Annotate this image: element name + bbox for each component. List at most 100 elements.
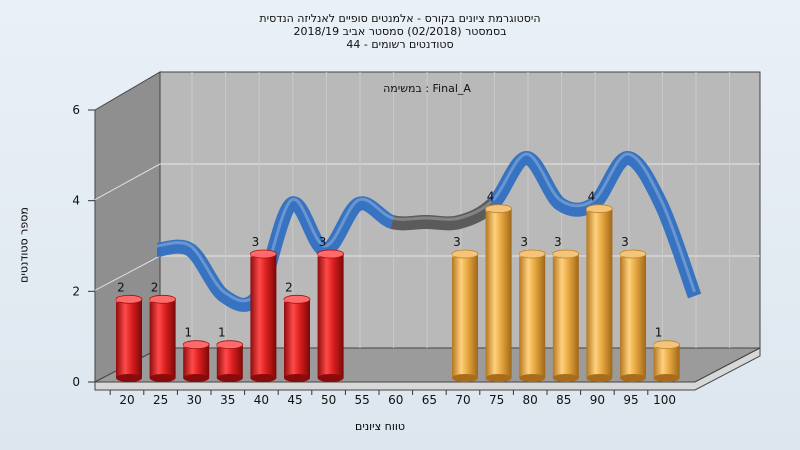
chart-title-line-1: היסטוגרמת ציונים בקורס - אלמנטים סופיים … <box>259 12 541 25</box>
y-tick-label: 2 <box>72 284 80 298</box>
chart-annotation: במשימה : Final_A <box>383 82 471 95</box>
data-label: 2 <box>151 280 159 294</box>
trend-ribbon <box>390 198 498 231</box>
y-tick-label: 4 <box>72 194 80 208</box>
bar-cap-shade <box>250 252 277 257</box>
x-tick-label: 45 <box>287 393 302 407</box>
bar-cap-shade <box>485 206 512 212</box>
data-label: 2 <box>285 280 293 294</box>
x-tick-label: 90 <box>590 393 605 407</box>
bar: 1 <box>653 326 680 382</box>
y-axis-label: מספר סטודנטים <box>17 207 31 283</box>
bar-body <box>284 299 310 378</box>
bar-body <box>620 254 646 378</box>
bar: 3 <box>317 235 345 382</box>
bar: 4 <box>586 190 613 382</box>
bar-cap-shade <box>183 342 210 348</box>
bar-body <box>586 208 613 378</box>
x-tick-label: 60 <box>388 393 403 407</box>
x-tick-label: 100 <box>653 393 676 407</box>
bar: 2 <box>283 280 311 382</box>
x-tick-label: 65 <box>422 393 437 407</box>
bar-body <box>250 254 277 378</box>
bar-cap-shade <box>620 252 646 257</box>
data-label: 4 <box>588 190 596 204</box>
bar-body <box>317 254 344 378</box>
data-label: 4 <box>487 190 495 204</box>
bar-base <box>116 374 142 382</box>
bar: 1 <box>182 326 210 382</box>
bar-body <box>116 299 142 378</box>
data-label: 1 <box>655 326 663 340</box>
data-label: 3 <box>319 235 327 249</box>
data-label: 3 <box>621 235 629 249</box>
data-label: 2 <box>117 280 125 294</box>
bar-base <box>183 374 210 382</box>
x-tick-label: 80 <box>523 393 538 407</box>
data-label: 3 <box>554 235 562 249</box>
x-axis-label: טווח ציונים <box>355 420 405 433</box>
bar-base <box>485 374 512 382</box>
bar-base <box>149 374 176 382</box>
bar: 3 <box>249 235 277 382</box>
data-label: 1 <box>218 326 226 340</box>
bar-base <box>284 374 310 382</box>
data-label: 1 <box>184 326 192 340</box>
x-tick-label: 55 <box>355 393 370 407</box>
bar-base <box>216 374 243 382</box>
trend-ribbon-highlight <box>491 152 697 293</box>
chart-title-line-2: בסמסטר (02/2018) סמסטר אביב 2018/19 <box>293 25 507 38</box>
bar-base <box>452 374 478 382</box>
data-label: 3 <box>520 235 528 249</box>
bar-cap-shade <box>284 297 310 303</box>
bar-base <box>586 374 613 382</box>
bar: 3 <box>451 235 479 382</box>
x-tick-label: 30 <box>187 393 202 407</box>
bar-body <box>183 344 210 378</box>
floor-edge <box>94 347 761 391</box>
x-tick-label: 85 <box>556 393 571 407</box>
bar-base <box>519 374 546 382</box>
x-tick-label: 70 <box>455 393 470 407</box>
x-tick-label: 40 <box>254 393 269 407</box>
bar-body <box>149 299 176 378</box>
gridline-side <box>94 163 161 201</box>
bar-base <box>552 374 579 382</box>
x-tick-label: 50 <box>321 393 336 407</box>
x-tick-label: 35 <box>220 393 235 407</box>
trend-ribbon <box>487 150 702 299</box>
bar-cap-shade <box>653 342 680 348</box>
x-tick-label: 75 <box>489 393 504 407</box>
y-tick-label: 6 <box>72 103 80 117</box>
x-tick-label: 20 <box>119 393 134 407</box>
trend-ribbon-highlight <box>391 198 495 221</box>
bar-cap-shade <box>216 342 243 348</box>
bar-body <box>653 344 680 378</box>
bar-cap-shade <box>116 297 142 303</box>
data-label: 3 <box>453 235 461 249</box>
x-tick-label: 95 <box>623 393 638 407</box>
bar-cap-shade <box>519 252 546 257</box>
bar-base <box>317 374 344 382</box>
chart-title-line-3: סטודנטים רשומים - 44 <box>346 38 454 51</box>
bar-body <box>216 344 243 378</box>
y-tick-label: 0 <box>72 375 80 389</box>
bar-body <box>452 254 478 378</box>
bar-cap-shade <box>552 252 579 257</box>
bar-body <box>519 254 546 378</box>
trend-ribbon <box>156 196 395 312</box>
bar-base <box>653 374 680 382</box>
bar-body <box>485 208 512 378</box>
bar: 3 <box>552 235 580 382</box>
bar: 1 <box>216 326 244 382</box>
data-label: 3 <box>252 235 260 249</box>
bar-base <box>620 374 646 382</box>
bar: 3 <box>619 235 647 382</box>
bar-cap-shade <box>317 252 344 257</box>
bar-base <box>250 374 277 382</box>
bar: 4 <box>485 190 513 382</box>
x-tick-label: 25 <box>153 393 168 407</box>
bar-body <box>552 254 579 378</box>
